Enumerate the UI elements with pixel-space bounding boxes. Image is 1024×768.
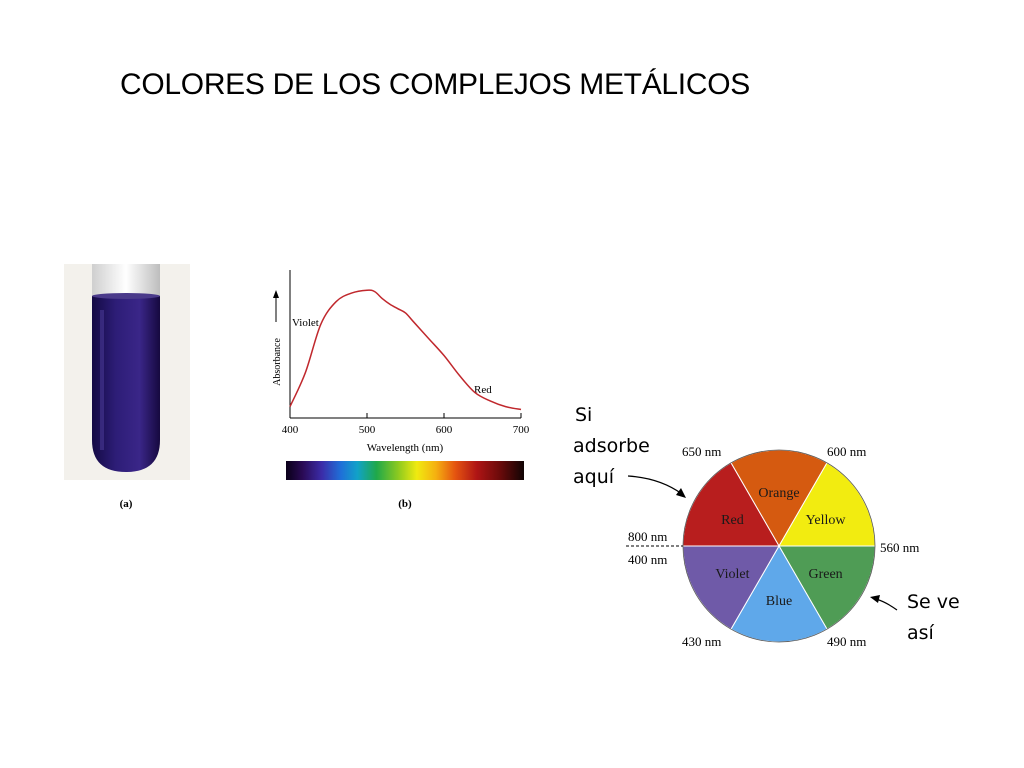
wheel-label-yellow: Yellow <box>806 513 847 528</box>
wheel-label-green: Green <box>808 567 842 582</box>
x-axis-ticks: 400 500 600 700 <box>282 413 530 436</box>
wavelength-490: 490 nm <box>827 634 866 649</box>
x-tick-label: 600 <box>436 424 453 436</box>
wheel-label-blue: Blue <box>766 594 792 609</box>
wavelength-800: 800 nm <box>628 529 667 544</box>
absorbance-curve <box>289 289 522 411</box>
panel-b-label: (b) <box>398 498 412 510</box>
callout-absorb-line-1: Si <box>575 404 592 426</box>
arrow-to-red-icon <box>627 475 683 495</box>
wavelength-600: 600 nm <box>827 444 866 459</box>
callout-absorb-line-2: adsorbe <box>573 435 650 457</box>
test-tube-photo <box>64 264 190 480</box>
wavelength-560: 560 nm <box>880 540 919 555</box>
slide-title: COLORES DE LOS COMPLEJOS METÁLICOS <box>120 68 750 101</box>
callout-seen-line-2: así <box>907 622 935 644</box>
x-axis-label: Wavelength (nm) <box>367 442 444 454</box>
visible-spectrum-bar <box>286 461 524 480</box>
y-axis-label: Absorbance <box>272 338 283 386</box>
arrowhead-red-icon <box>676 488 686 498</box>
absorbance-chart: 400 500 600 700 Absorbance Wavelength (nm) … <box>272 270 530 454</box>
wavelength-650: 650 nm <box>682 444 721 459</box>
x-tick-label: 700 <box>513 424 530 436</box>
wheel-label-violet: Violet <box>715 567 749 582</box>
arrow-to-green-icon <box>875 598 898 611</box>
callout-seen-as: Se ve así <box>870 591 960 644</box>
annotation-violet: Violet <box>292 317 319 329</box>
x-tick-label: 500 <box>359 424 376 436</box>
x-tick-label: 400 <box>282 424 299 436</box>
annotation-red: Red <box>474 384 492 396</box>
panel-a-label: (a) <box>120 498 133 510</box>
wheel-label-red: Red <box>721 513 744 528</box>
wavelength-430: 430 nm <box>682 634 721 649</box>
callout-absorb-line-3: aquí <box>573 466 615 488</box>
color-wheel: Orange Yellow Green Blue Violet Red <box>682 449 876 643</box>
callout-absorbs-here: Si adsorbe aquí <box>573 404 686 498</box>
wavelength-400: 400 nm <box>628 552 667 567</box>
arrowhead-green-icon <box>870 595 880 603</box>
y-axis-arrow-icon <box>273 290 279 298</box>
callout-seen-line-1: Se ve <box>907 591 960 613</box>
wheel-label-orange: Orange <box>758 486 799 501</box>
